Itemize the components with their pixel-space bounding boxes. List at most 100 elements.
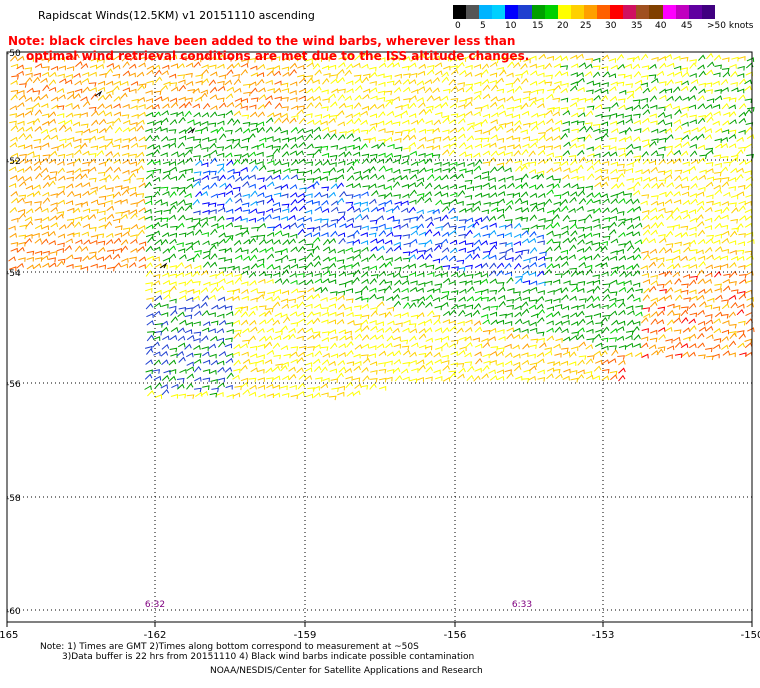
wind-barb (80, 123, 89, 129)
wind-barb (728, 111, 737, 118)
wind-barb (488, 269, 497, 277)
wind-barb (424, 239, 433, 245)
wind-barb (626, 178, 634, 183)
wind-barb (744, 108, 752, 116)
wind-barb (496, 104, 505, 110)
wind-barb (672, 105, 680, 111)
wind-barb (457, 161, 465, 167)
wind-barb (202, 261, 211, 268)
wind-barb (665, 210, 673, 216)
wind-barb (378, 138, 386, 144)
wind-barb (66, 53, 74, 60)
wind-barb (730, 167, 738, 174)
wind-barb (32, 154, 40, 160)
wind-barb (546, 306, 555, 312)
wind-barb (459, 346, 467, 351)
wind-barb (272, 215, 280, 221)
wind-barb (178, 189, 187, 196)
wind-barb (418, 282, 426, 287)
wind-barb (393, 300, 402, 308)
wind-barb (338, 62, 346, 68)
wind-barb (353, 201, 362, 207)
wind-barb (459, 151, 467, 157)
wind-barb (626, 293, 635, 300)
wind-barb (738, 333, 746, 340)
wind-barb (114, 126, 123, 134)
wind-barb (193, 365, 202, 373)
wind-barb (457, 117, 466, 124)
wind-barb (210, 128, 218, 134)
wind-barb (169, 347, 178, 353)
wind-barb (392, 62, 401, 68)
wind-barb (321, 186, 330, 192)
wind-barb (705, 89, 713, 94)
wind-barb (297, 128, 305, 134)
wind-barb (714, 162, 722, 168)
wind-barb (211, 387, 219, 393)
wind-barb (704, 246, 713, 253)
wind-barb (418, 231, 427, 237)
wind-barb (345, 183, 354, 189)
wind-barb (736, 223, 744, 230)
wind-barb (682, 185, 690, 191)
wind-barb (353, 269, 361, 276)
wind-barb (721, 181, 730, 188)
wind-barb (234, 277, 243, 284)
wind-barb (370, 306, 378, 312)
wind-barb (216, 391, 224, 397)
wind-barb (162, 289, 171, 295)
wind-barb (194, 264, 202, 270)
wind-barb (657, 119, 666, 125)
wind-barb (321, 331, 330, 336)
wind-barb (203, 153, 211, 159)
wind-barb (74, 257, 82, 262)
wind-barb (210, 105, 218, 111)
wind-barb (10, 241, 19, 247)
wind-barb (489, 244, 498, 252)
wind-barb (592, 279, 601, 285)
wind-barb (611, 102, 619, 108)
wind-barb (297, 311, 305, 317)
wind-barb (474, 81, 482, 87)
wind-barb (576, 334, 585, 341)
wind-barb (538, 134, 546, 141)
wind-barb (233, 110, 242, 117)
wind-barb (689, 72, 697, 78)
wind-barb (322, 77, 330, 85)
wind-barb (393, 86, 402, 93)
wind-barb (377, 103, 385, 110)
wind-barb (146, 313, 154, 318)
wind-barb (144, 200, 153, 205)
wind-barb (177, 63, 185, 69)
wind-barb (352, 128, 360, 133)
wind-barb (305, 128, 313, 134)
wind-barb (227, 174, 235, 180)
wind-barb (474, 263, 483, 269)
wind-barb (344, 150, 352, 158)
wind-barb (616, 120, 625, 125)
wind-barb (690, 159, 699, 165)
wind-barb (680, 342, 689, 349)
wind-barb (88, 135, 97, 141)
wind-barb (266, 154, 274, 160)
wind-barb (731, 56, 739, 62)
wind-barb (729, 202, 737, 207)
wind-barb (328, 256, 337, 262)
wind-barb (425, 247, 433, 253)
wind-barb (106, 62, 115, 68)
wind-barb (393, 266, 402, 272)
wind-barb (507, 61, 515, 68)
wind-barb (208, 328, 216, 334)
wind-barb (249, 384, 257, 390)
wind-barb (592, 123, 601, 129)
wind-barb (336, 174, 345, 180)
wind-barb (73, 72, 81, 78)
wind-barb (659, 191, 667, 197)
wind-barb (578, 341, 587, 348)
wind-barb (697, 238, 706, 245)
wind-barb (122, 209, 130, 215)
wind-barb (296, 55, 305, 62)
wind-barb (571, 137, 579, 142)
wind-barb (433, 244, 442, 251)
wind-barb (409, 189, 417, 197)
